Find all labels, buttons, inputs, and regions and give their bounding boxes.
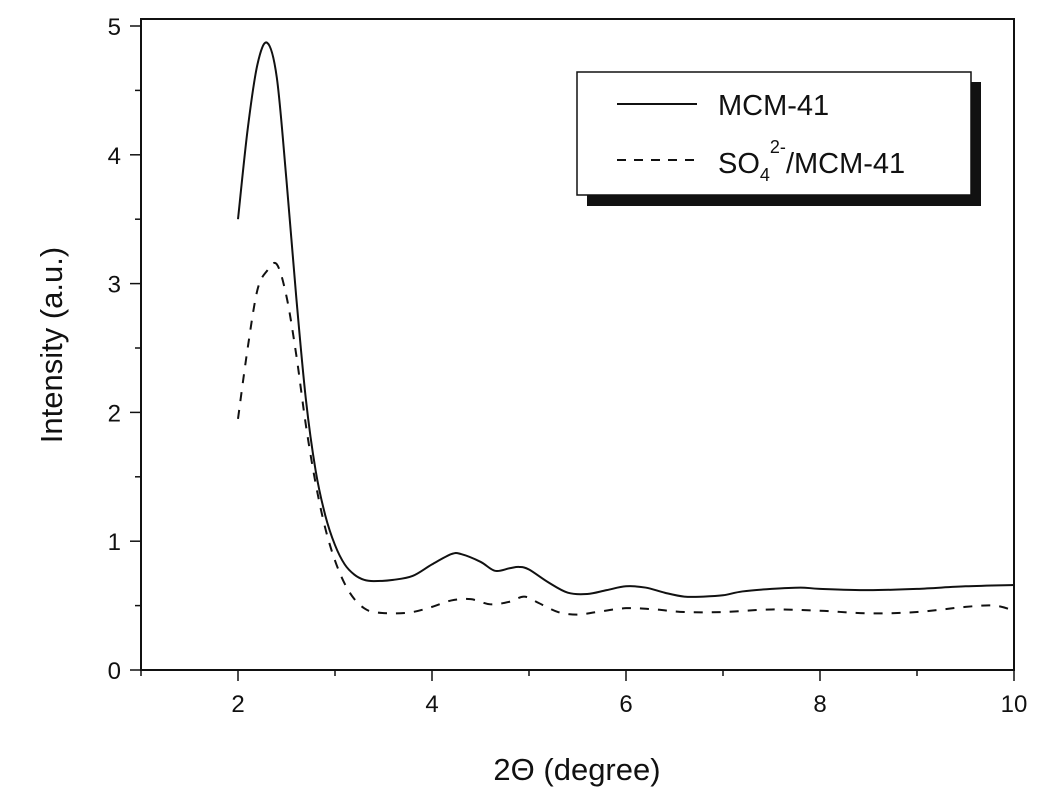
- series-line-mcm41: [237, 41, 1015, 598]
- legend: MCM-41 SO42-/MCM-41: [576, 71, 981, 206]
- legend-label-sup: 2-: [770, 137, 786, 157]
- legend-label-main: SO: [718, 148, 760, 180]
- plot-frame: [140, 18, 1015, 671]
- legend-box: [576, 71, 972, 196]
- y-tick-label: 2: [108, 400, 121, 427]
- legend-label-so4-mcm41: SO42-/MCM-41: [718, 137, 905, 185]
- y-tick-label: 5: [108, 14, 121, 41]
- x-tick-label: 8: [813, 691, 826, 718]
- y-tick-label: 1: [108, 529, 121, 556]
- y-axis-label: Intensity (a.u.): [34, 247, 69, 443]
- x-tick-label: 4: [425, 691, 438, 718]
- x-tick-label: 10: [1001, 691, 1028, 718]
- x-axis-label: 2Θ (degree): [493, 752, 660, 787]
- y-tick-label: 0: [108, 658, 121, 685]
- legend-label-sub: 4: [760, 165, 770, 185]
- legend-label-rest: /MCM-41: [786, 148, 905, 180]
- series-line-so4-mcm41: [237, 261, 1015, 616]
- x-tick-label: 6: [619, 691, 632, 718]
- legend-label-mcm41: MCM-41: [718, 90, 829, 122]
- x-tick-label: 2: [231, 691, 244, 718]
- y-tick-label: 4: [108, 143, 121, 170]
- y-tick-label: 3: [108, 272, 121, 299]
